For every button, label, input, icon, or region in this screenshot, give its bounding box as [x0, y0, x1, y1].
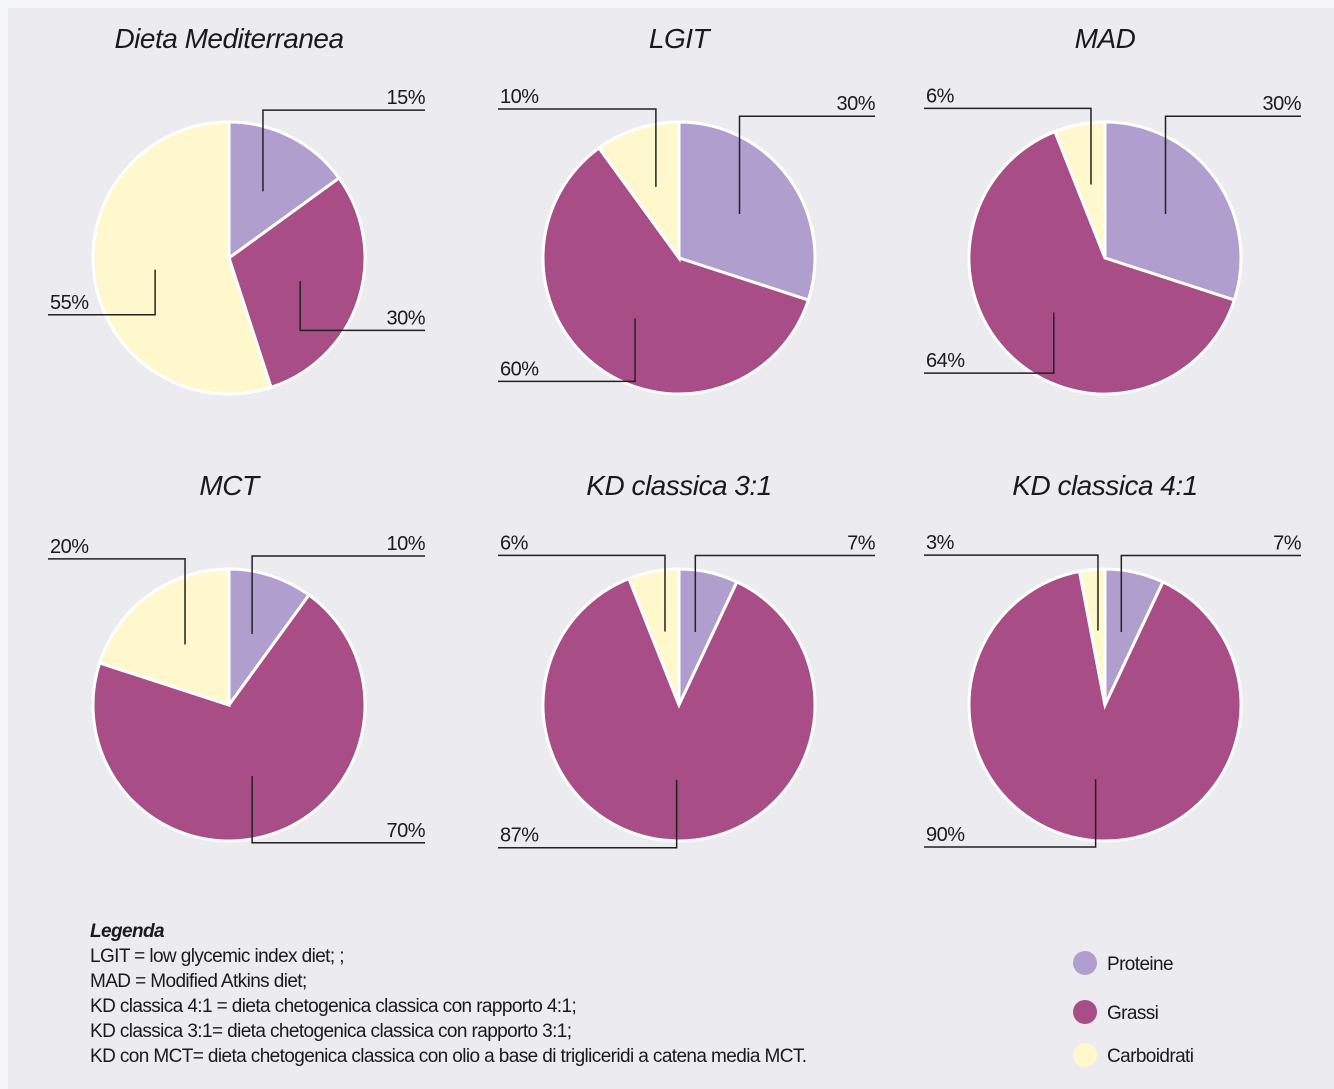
data-label: 10% [500, 86, 539, 108]
chart-title: MAD [1075, 23, 1136, 54]
data-label: 7% [847, 532, 876, 554]
pie-slice [97, 567, 231, 708]
leader-line [924, 312, 1055, 374]
legend-swatch [1073, 1043, 1097, 1067]
data-label: 60% [500, 358, 539, 380]
pie-slice [626, 567, 681, 706]
pie-slice [91, 120, 273, 396]
note-line: KD classica 3:1= dieta chetogenica class… [90, 1021, 571, 1042]
leader-line [498, 318, 636, 383]
legend-label: Grassi [1107, 1003, 1158, 1024]
notes-title: Legenda [90, 921, 165, 942]
data-label: 55% [50, 292, 89, 314]
data-label: 30% [386, 307, 425, 329]
pie-slice [227, 120, 342, 261]
leader-line [924, 107, 1092, 185]
legend-label: Carboidrati [1107, 1046, 1193, 1067]
leader-line [738, 115, 875, 215]
leader-line [498, 108, 657, 187]
data-label: 87% [500, 825, 539, 847]
pie-slice [1052, 120, 1107, 259]
pie-slice [91, 592, 367, 843]
leader-line [251, 555, 425, 634]
leader-line [262, 109, 425, 192]
pie-slice [541, 576, 817, 843]
pie-slice [967, 129, 1237, 396]
pie-slice [596, 120, 681, 263]
note-line: LGIT = low glycemic index diet; ; [90, 946, 344, 967]
leader-line [251, 776, 425, 844]
data-label: 3% [926, 532, 955, 554]
data-label: 10% [386, 533, 425, 555]
data-label: 6% [500, 532, 529, 554]
chart-title: KD classica 4:1 [1012, 470, 1197, 501]
legend-label: Proteine [1107, 954, 1173, 975]
legend-swatch [1073, 951, 1097, 975]
pie-slice [967, 569, 1243, 843]
chart-title: LGIT [649, 23, 712, 54]
pie-slice [677, 120, 817, 302]
data-label: 7% [1273, 532, 1302, 554]
leader-line [694, 554, 875, 633]
chart-title: Dieta Mediterranea [114, 23, 343, 54]
note-line: MAD = Modified Atkins diet; [90, 971, 307, 992]
leader-line [1164, 115, 1301, 215]
leader-line [1120, 554, 1301, 633]
data-label: 20% [50, 536, 89, 558]
chart-title: KD classica 3:1 [586, 470, 771, 501]
data-label: 64% [926, 350, 965, 372]
note-line: KD con MCT= dieta chetogenica classica c… [90, 1046, 806, 1067]
leader-line [48, 558, 186, 645]
note-line: KD classica 4:1 = dieta chetogenica clas… [90, 996, 576, 1017]
leader-line [924, 554, 1099, 631]
data-label: 90% [926, 824, 965, 846]
legend-swatch [1073, 1000, 1097, 1024]
pie-slice [541, 145, 811, 396]
data-label: 30% [1262, 93, 1301, 115]
pie-slice [227, 175, 367, 390]
data-label: 30% [836, 93, 875, 115]
leader-line [498, 779, 678, 849]
data-label: 6% [926, 85, 955, 107]
leader-line [924, 779, 1097, 848]
leader-line [498, 554, 666, 632]
pie-slice [227, 567, 312, 710]
data-label: 70% [386, 820, 425, 842]
leader-line [299, 281, 425, 332]
leader-line [48, 269, 156, 316]
pie-slice [1103, 120, 1243, 302]
chart-title: MCT [199, 470, 261, 501]
data-label: 15% [386, 87, 425, 109]
